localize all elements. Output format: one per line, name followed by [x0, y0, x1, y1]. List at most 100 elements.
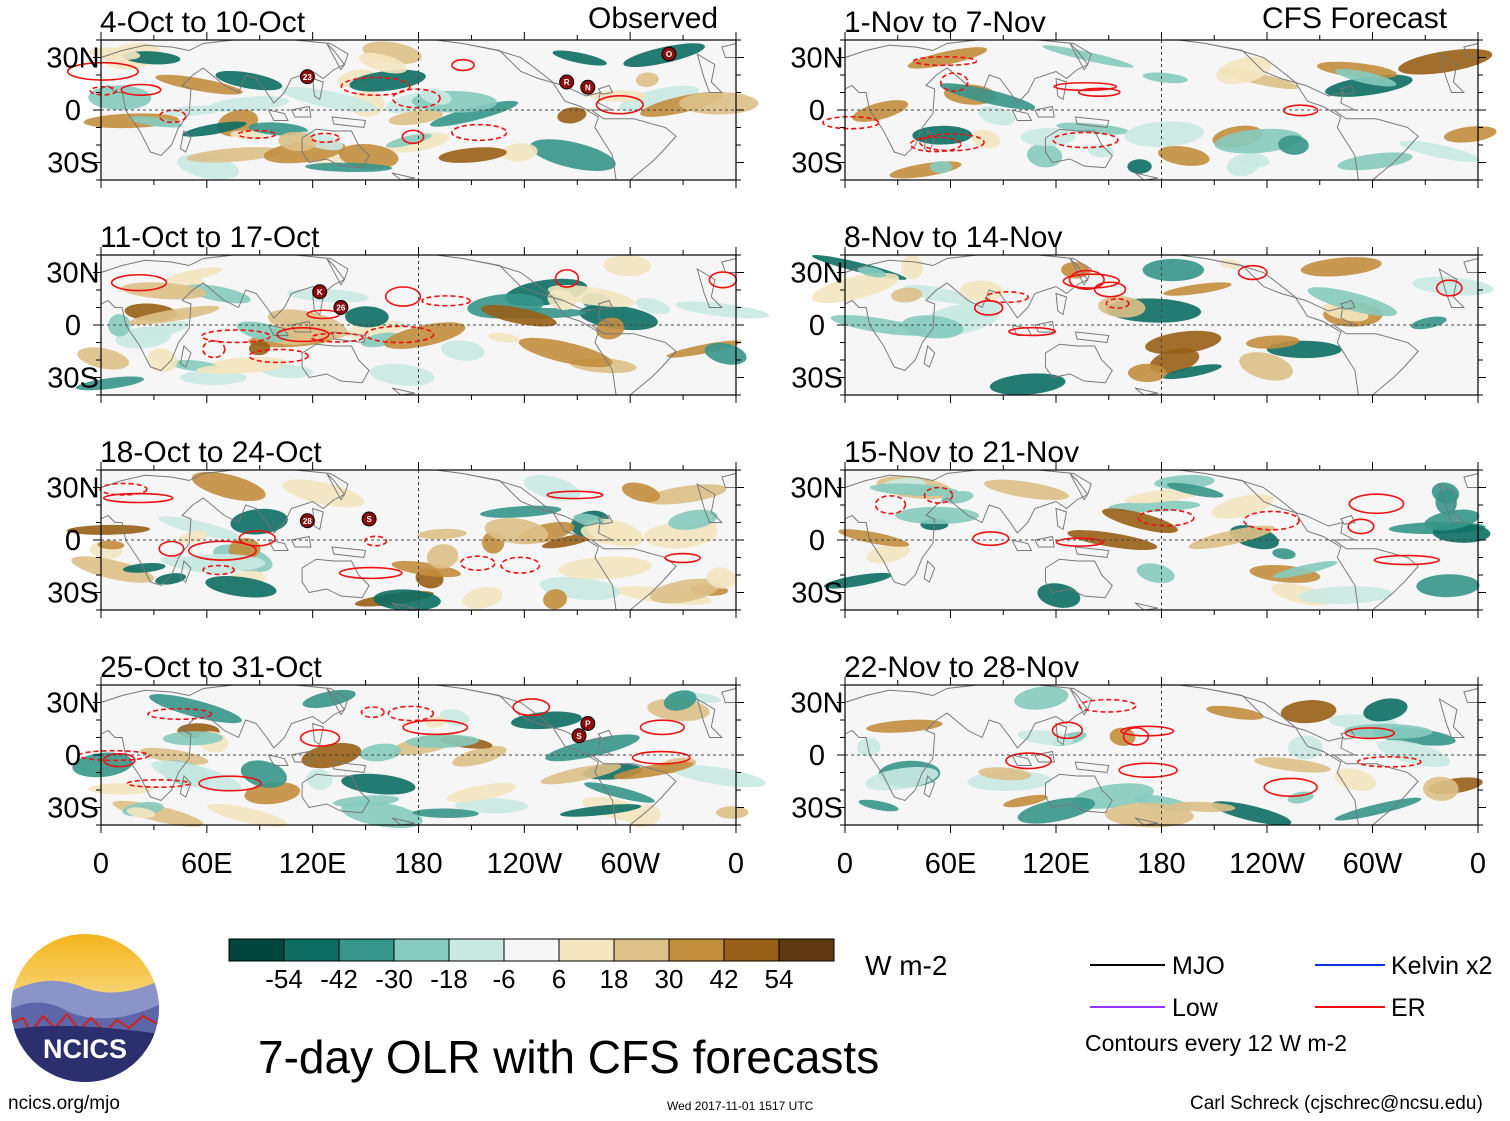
negative-olr-anomaly: [584, 782, 655, 803]
er-contour: [360, 706, 385, 719]
lon-label: 60W: [1343, 848, 1403, 880]
positive-olr-anomaly: [391, 560, 461, 578]
negative-olr-anomaly: [344, 306, 389, 328]
storm-label: P: [585, 720, 591, 729]
er-contour: [595, 94, 644, 115]
positive-olr-anomaly: [244, 782, 301, 805]
ncics-logo: NCICS: [11, 934, 159, 1082]
positive-olr-anomaly: [1109, 727, 1136, 746]
negative-olr-anomaly: [185, 284, 251, 304]
er-contour: [340, 76, 411, 96]
er-contour: [451, 123, 508, 142]
positive-olr-anomaly: [186, 147, 283, 163]
negative-olr-anomaly: [454, 798, 528, 814]
legend-label-low: Low: [1172, 994, 1218, 1022]
negative-olr-anomaly: [552, 50, 607, 66]
positive-olr-anomaly: [540, 763, 622, 785]
negative-olr-anomaly: [1017, 730, 1074, 746]
positive-olr-anomaly: [301, 742, 362, 769]
negative-olr-anomaly: [1298, 586, 1393, 604]
storm-label: 26: [336, 304, 345, 313]
er-contour: [1051, 721, 1084, 740]
negative-olr-anomaly: [895, 506, 980, 525]
negative-olr-anomaly: [545, 734, 640, 762]
er-contour: [158, 109, 187, 124]
positive-olr-anomaly: [462, 586, 503, 609]
lat-label: 0: [809, 525, 825, 557]
negative-olr-anomaly: [240, 760, 287, 788]
er-contour: [1052, 131, 1119, 149]
lon-label: 120W: [1229, 848, 1305, 880]
positive-olr-anomaly: [1163, 282, 1232, 296]
negative-olr-anomaly: [341, 773, 416, 795]
positive-olr-anomaly: [706, 567, 737, 589]
er-contour: [401, 129, 425, 145]
positive-olr-anomaly: [984, 479, 1070, 501]
positive-olr-anomaly: [978, 767, 1032, 781]
negative-olr-anomaly: [75, 376, 145, 391]
er-contour: [338, 566, 403, 580]
er-contour: [972, 531, 1010, 547]
er-contour: [1373, 554, 1440, 566]
negative-olr-anomaly: [668, 509, 718, 530]
panel-title: 1-Nov to 7-Nov: [844, 6, 1046, 39]
positive-olr-anomaly: [1398, 48, 1493, 75]
negative-olr-anomaly: [129, 116, 183, 128]
positive-olr-anomaly: [358, 52, 408, 74]
negative-olr-anomaly: [182, 121, 247, 137]
er-contour: [1120, 725, 1175, 737]
positive-olr-anomaly: [650, 578, 720, 604]
er-contour: [1118, 762, 1178, 779]
positive-olr-anomaly: [866, 543, 910, 564]
er-contour: [99, 482, 148, 496]
negative-olr-anomaly: [865, 767, 939, 791]
tropical-cyclone-marker: O: [661, 46, 677, 62]
positive-olr-anomaly: [1423, 776, 1459, 801]
er-contours: [110, 269, 738, 364]
er-contour: [1344, 727, 1396, 740]
negative-olr-anomaly: [1377, 739, 1451, 768]
positive-olr-anomaly: [388, 109, 444, 126]
colorbar-tick-label: -54: [265, 964, 303, 994]
positive-olr-anomaly: [417, 528, 467, 540]
positive-olr-anomaly: [621, 482, 661, 503]
positive-olr-anomaly: [970, 129, 1001, 149]
colorbar-tick-label: 42: [710, 964, 739, 994]
colorbar-swatch: [613, 938, 670, 962]
tropical-cyclone-marker: R: [559, 74, 575, 90]
er-contours: [1005, 698, 1422, 798]
negative-olr-anomaly: [333, 795, 400, 808]
map-panel: 30N 0 30S 8-Nov to 14-Nov: [790, 221, 1494, 403]
tropical-cyclone-marker: 28: [299, 513, 315, 529]
panel-title: 11-Oct to 17-Oct: [100, 221, 320, 254]
er-contour: [973, 300, 1004, 316]
er-contour: [1237, 264, 1268, 281]
positive-olr-anomaly: [1280, 700, 1337, 724]
er-contour: [451, 58, 475, 72]
panel-title: 18-Oct to 24-Oct: [100, 436, 322, 469]
negative-olr-anomaly: [236, 321, 289, 342]
footer-timestamp: Wed 2017-11-01 1517 UTC: [667, 1099, 814, 1113]
er-contour: [276, 327, 330, 343]
negative-olr-anomaly: [164, 105, 223, 117]
positive-olr-anomaly: [547, 284, 635, 308]
er-contour: [202, 339, 226, 359]
footer-url[interactable]: ncics.org/mjo: [8, 1093, 120, 1114]
positive-olr-anomaly: [557, 107, 587, 124]
er-contour: [939, 72, 969, 93]
map-panel: 30N 0 30S 18-Oct to 24-Oct 28 S: [46, 436, 744, 618]
er-contour: [110, 273, 168, 292]
er-contour: [546, 490, 604, 500]
er-contour: [1435, 279, 1463, 297]
negative-olr-anomaly: [1056, 122, 1130, 135]
positive-olr-anomaly: [501, 143, 538, 162]
colorbar-tick-label: 6: [552, 964, 566, 994]
negative-olr-anomaly: [856, 738, 881, 757]
positive-olr-anomaly: [1067, 530, 1158, 551]
map-panel: 30N 0 30S 22-Nov to 28-Nov 0 60E 120E 180 120W 60…: [790, 651, 1486, 880]
er-contour: [391, 88, 441, 109]
negative-olr-anomaly: [359, 743, 402, 762]
er-contour: [923, 486, 954, 504]
negative-olr-anomaly: [857, 266, 887, 278]
positive-olr-anomaly: [1188, 525, 1275, 550]
